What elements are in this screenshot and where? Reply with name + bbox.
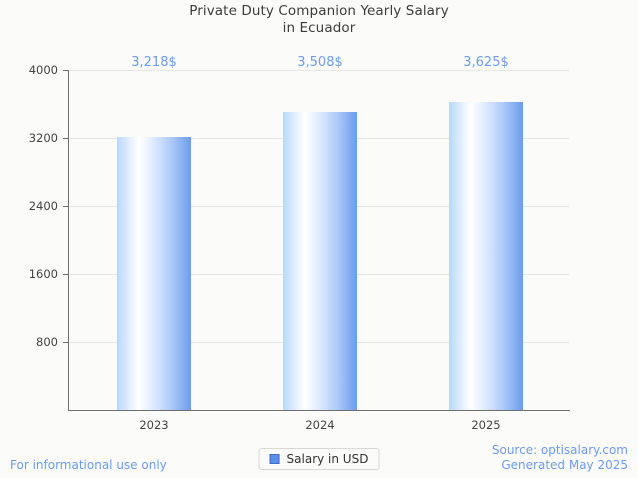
ytick-label-1600: 1600 [28, 267, 58, 281]
source-block: Source: optisalary.com Generated May 202… [492, 443, 628, 473]
xtick-label-2025: 2025 [471, 418, 501, 432]
bar-2025[interactable] [449, 101, 523, 410]
bar-2023[interactable] [117, 136, 191, 410]
xtick-label-2024: 2024 [305, 418, 335, 432]
chart-title: Private Duty Companion Yearly Salary in … [0, 3, 638, 37]
ytick-mark-3200 [63, 138, 68, 139]
legend-item-label: Salary in USD [286, 452, 369, 466]
value-label-2025: 3,625$ [463, 55, 509, 70]
x-axis-line [68, 410, 570, 411]
legend-swatch-icon [269, 454, 280, 464]
ytick-mark-1600 [63, 274, 68, 275]
ytick-mark-800 [63, 342, 68, 343]
disclaimer-text: For informational use only [10, 458, 167, 472]
ytick-label-4000: 4000 [28, 63, 58, 77]
value-label-2023: 3,218$ [131, 55, 177, 70]
ytick-label-2400: 2400 [28, 199, 58, 213]
ytick-label-800: 800 [36, 335, 58, 349]
ytick-mark-4000 [63, 70, 68, 71]
chart-legend[interactable]: Salary in USD [258, 448, 380, 470]
bar-2024[interactable] [283, 111, 357, 410]
ytick-label-3200: 3200 [28, 131, 58, 145]
xtick-label-2023: 2023 [139, 418, 169, 432]
gridline-4000 [68, 70, 569, 71]
y-axis-line [68, 70, 69, 411]
chart-title-line-2: in Ecuador [282, 20, 356, 36]
value-label-2024: 3,508$ [297, 55, 343, 70]
ytick-mark-2400 [63, 206, 68, 207]
chart-title-line-1: Private Duty Companion Yearly Salary [189, 3, 449, 19]
generated-date-text: Generated May 2025 [501, 458, 628, 472]
source-text: Source: optisalary.com [491, 443, 628, 457]
